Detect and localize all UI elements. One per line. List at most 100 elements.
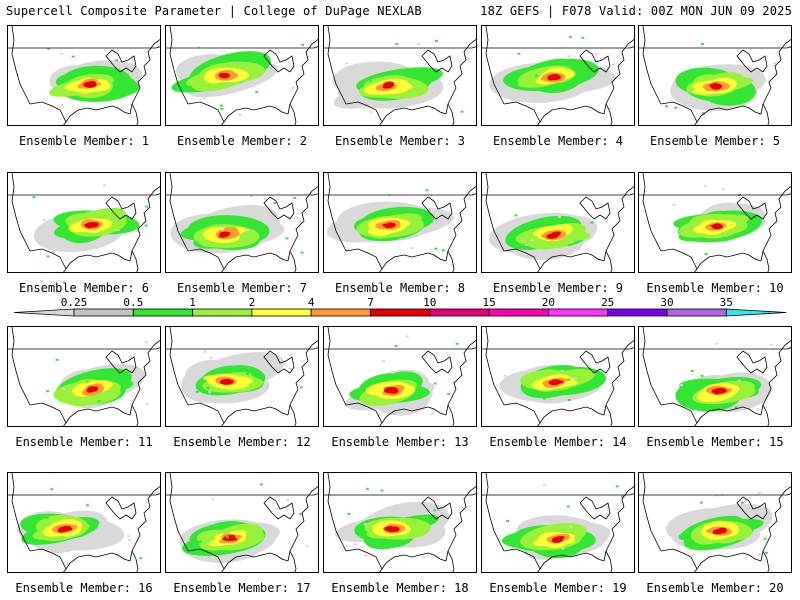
scp-field-10: [548, 379, 564, 386]
west-coast-outline: [169, 26, 189, 105]
colorbar-segment: [370, 308, 431, 317]
scp-field-10: [84, 222, 99, 229]
scp-speck: [749, 72, 753, 75]
ensemble-member-map-15: [638, 326, 792, 427]
mexico-border: [660, 101, 698, 123]
great-lakes-outline: [105, 496, 137, 520]
scp-speck: [734, 406, 738, 409]
us-canada-border: [482, 46, 634, 49]
colorbar-segment: [666, 308, 727, 317]
scp-speck: [225, 536, 229, 539]
great-lakes-outline: [105, 49, 137, 73]
scp-speck: [758, 491, 762, 494]
us-canada-border: [8, 46, 160, 49]
member-map-svg: [639, 473, 791, 572]
us-canada-border: [639, 347, 791, 350]
scp-speck: [672, 204, 676, 206]
great-lakes-outline: [579, 196, 611, 220]
scp-speck: [772, 62, 776, 65]
mexico-border: [345, 548, 383, 570]
scp-field-10-blob: [549, 74, 557, 80]
scp-speck: [354, 543, 357, 546]
scp-speck: [50, 488, 54, 491]
east-coast-outline: [129, 186, 160, 262]
west-coast-outline: [327, 173, 347, 252]
mexico-border: [660, 248, 698, 270]
scp-speck: [687, 405, 691, 408]
great-lakes-outline: [736, 496, 768, 520]
west-coast-outline: [11, 327, 31, 406]
scp-speck: [363, 523, 367, 526]
scp-speck: [763, 79, 767, 82]
scp-field-10-blob: [713, 389, 721, 395]
member-map-svg: [324, 173, 476, 272]
great-lakes-outline: [736, 49, 768, 73]
great-lakes-outline: [105, 350, 137, 374]
colorbar-segment: [251, 308, 312, 317]
west-coast-outline: [485, 173, 505, 252]
scp-speck: [577, 248, 581, 250]
scp-speck: [144, 224, 148, 227]
ensemble-member-map-17: [165, 472, 319, 573]
mexico-border: [345, 402, 383, 424]
colorbar-tick-label: 0.25: [61, 296, 88, 309]
east-coast-outline: [129, 340, 160, 416]
scp-speck: [273, 202, 277, 205]
gulf-coast-outline: [63, 406, 131, 426]
ensemble-member-label: Ensemble Member: 9: [492, 281, 624, 295]
gulf-coast-outline: [537, 552, 605, 572]
florida-outline: [289, 550, 297, 572]
great-lakes-outline: [263, 49, 295, 73]
scp-speck: [211, 498, 215, 501]
scp-speck: [130, 366, 134, 369]
scp-field-10-blob: [220, 73, 229, 79]
scp-speck: [195, 390, 199, 393]
mexico-border: [187, 248, 225, 270]
scp-speck: [46, 390, 49, 393]
member-map-svg: [639, 173, 791, 272]
scp-speck: [62, 387, 66, 390]
ensemble-member-map-12: [165, 326, 319, 427]
scp-speck: [701, 240, 705, 242]
scp-speck: [59, 104, 63, 107]
great-lakes-outline: [579, 496, 611, 520]
ensemble-member-map-10: [638, 172, 792, 273]
scp-field-10-blob: [84, 223, 98, 228]
scp-speck: [405, 335, 409, 338]
gulf-coast-outline: [694, 552, 762, 572]
scp-speck: [433, 509, 437, 512]
scp-speck: [700, 374, 704, 377]
scp-field-10-blob: [710, 83, 722, 89]
colorbar-tick-label: 35: [720, 296, 733, 309]
member-map-svg: [8, 327, 160, 426]
colorbar-tick-label: 15: [482, 296, 495, 309]
ensemble-member-map-14: [481, 326, 635, 427]
mexico-border: [660, 548, 698, 570]
us-canada-border: [8, 493, 160, 496]
gulf-coast-outline: [63, 252, 131, 272]
scp-field-10-blob: [385, 387, 394, 394]
colorbar-tick-label: 2: [249, 296, 256, 309]
scp-speck: [197, 46, 201, 49]
scp-speck: [291, 86, 295, 89]
colorbar-tick-label: 7: [367, 296, 374, 309]
colorbar-tick-label: 25: [601, 296, 614, 309]
scp-speck: [299, 386, 303, 389]
gulf-coast-outline: [379, 105, 447, 125]
member-map-svg: [639, 26, 791, 125]
us-canada-border: [639, 493, 791, 496]
scp-speck: [506, 520, 509, 522]
scp-speck: [115, 59, 119, 62]
scp-speck: [431, 412, 435, 415]
great-lakes-outline: [421, 49, 453, 73]
scp-speck: [612, 64, 616, 67]
great-lakes-outline: [421, 496, 453, 520]
scp-speck: [55, 358, 59, 361]
us-canada-border: [639, 193, 791, 196]
ensemble-member-map-9: [481, 172, 635, 273]
scp-speck: [395, 42, 399, 45]
florida-outline: [605, 550, 613, 572]
scp-speck: [85, 504, 89, 507]
member-map-svg: [482, 473, 634, 572]
member-map-svg: [324, 473, 476, 572]
